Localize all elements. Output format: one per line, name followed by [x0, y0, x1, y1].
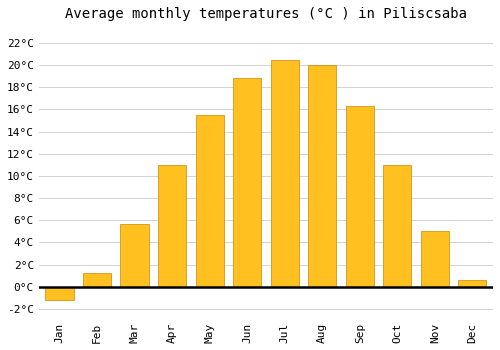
- Bar: [458, 280, 486, 287]
- Bar: [308, 65, 336, 287]
- Bar: [120, 224, 148, 287]
- Bar: [270, 60, 299, 287]
- Bar: [421, 231, 449, 287]
- Bar: [83, 273, 111, 287]
- Title: Average monthly temperatures (°C ) in Piliscsaba: Average monthly temperatures (°C ) in Pi…: [65, 7, 467, 21]
- Bar: [158, 165, 186, 287]
- Bar: [346, 106, 374, 287]
- Bar: [46, 287, 74, 300]
- Bar: [233, 78, 261, 287]
- Bar: [383, 165, 412, 287]
- Bar: [196, 115, 224, 287]
